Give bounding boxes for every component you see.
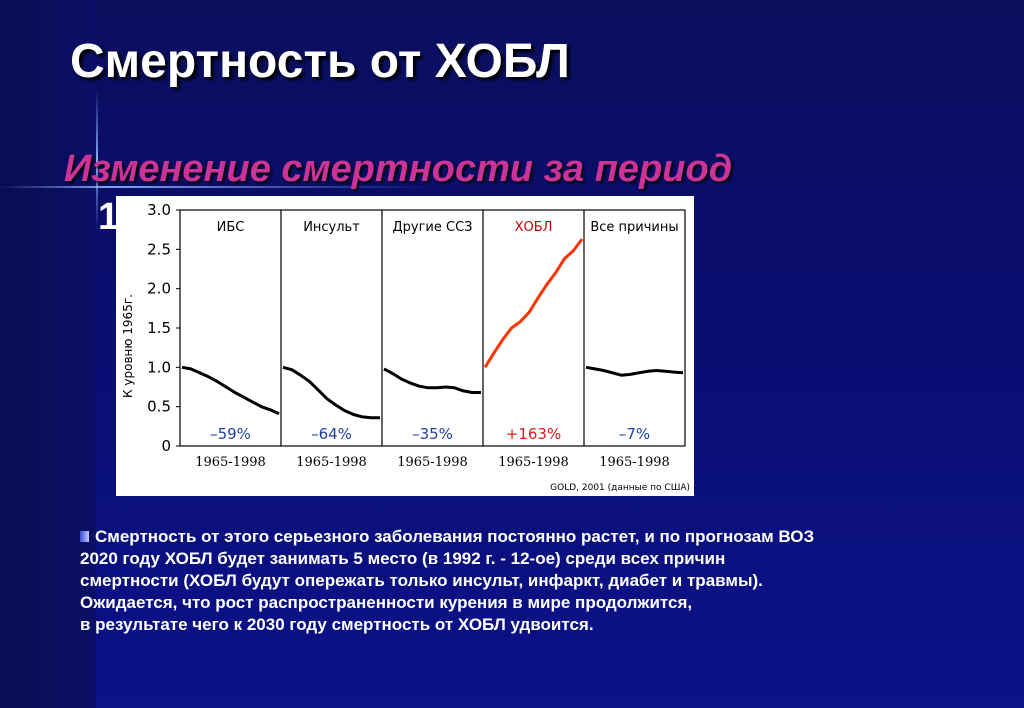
series-line xyxy=(181,365,280,416)
change-label: –64% xyxy=(311,425,352,443)
mortality-chart: К уровню 1965г. 3.0 2.5 2.0 1.5 1.0 0.5 0 ИБС –59… xyxy=(116,196,694,496)
bullet-line-4: Ожидается, что рост распространенности к… xyxy=(80,593,693,612)
x-period-label: 1965-1998 xyxy=(397,455,468,470)
panel-title: ИБС xyxy=(217,220,245,235)
change-label: –35% xyxy=(412,425,453,443)
bullet-paragraph: Смертность от этого серьезного заболеван… xyxy=(80,526,910,636)
mortality-chart-svg: К уровню 1965г. 3.0 2.5 2.0 1.5 1.0 0.5 0 ИБС –59… xyxy=(121,201,690,493)
bullet-square-icon xyxy=(80,531,89,542)
series-line xyxy=(585,365,684,377)
light-flare-horizontal xyxy=(0,186,430,188)
y-tick-label: 2.0 xyxy=(147,280,171,298)
panel-title: Инсульт xyxy=(303,220,360,235)
light-flare-vertical xyxy=(96,90,98,230)
change-label: +163% xyxy=(506,425,561,443)
left-band-decoration xyxy=(0,0,96,708)
bullet-line-1: Смертность от этого серьезного заболеван… xyxy=(80,526,910,548)
source-note: GOLD, 2001 (данные по США) xyxy=(550,483,690,493)
y-tick-label: 3.0 xyxy=(147,201,171,219)
slide-subtitle: Изменение смертности за период xyxy=(64,148,733,190)
y-axis-label: К уровню 1965г. xyxy=(121,294,135,398)
panel-title: Все причины xyxy=(590,220,678,235)
bullet-line-2: 2020 году ХОБЛ будет занимать 5 место (в… xyxy=(80,549,726,568)
change-label: –59% xyxy=(210,425,251,443)
slide-title: Смертность от ХОБЛ xyxy=(70,35,570,88)
bullet-text-1: Смертность от этого серьезного заболеван… xyxy=(95,527,815,546)
y-tick-label: 2.5 xyxy=(147,240,171,258)
x-period-label: 1965-1998 xyxy=(599,455,670,470)
change-label: –7% xyxy=(619,425,650,443)
panel-title: ХОБЛ xyxy=(515,220,553,235)
bullet-line-5: в результате чего к 2030 году смертность… xyxy=(80,615,594,634)
series-line xyxy=(383,367,481,394)
y-tick-label: 1.0 xyxy=(147,358,171,376)
y-tick-label: 0 xyxy=(161,437,171,455)
series-line xyxy=(282,365,380,420)
panel-title: Другие ССЗ xyxy=(393,220,473,235)
x-period-label: 1965-1998 xyxy=(195,455,266,470)
bullet-line-3: смертности (ХОБЛ будут опережать только … xyxy=(80,571,763,590)
y-tick-label: 0.5 xyxy=(147,398,171,416)
x-period-label: 1965-1998 xyxy=(498,455,569,470)
slide-subtitle-tail: 1 xyxy=(98,196,120,238)
y-tick-label: 1.5 xyxy=(147,319,171,337)
plot-frame xyxy=(179,209,686,447)
series-line xyxy=(483,238,584,369)
x-period-label: 1965-1998 xyxy=(296,455,367,470)
